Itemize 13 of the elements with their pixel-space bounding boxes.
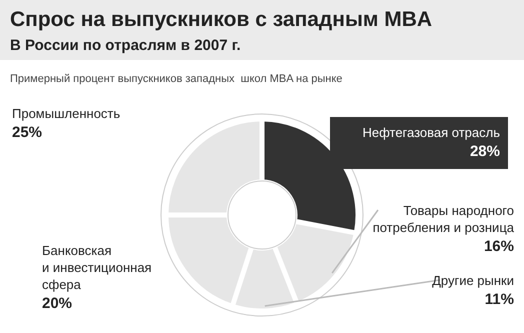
data-label: 28%: [470, 143, 500, 160]
text: Примерный процент выпускников западных школ MBA на рынке: [10, 73, 342, 85]
chart-title: Спрос на выпускников с западным MBA: [10, 8, 432, 31]
data-label: 25%: [12, 124, 42, 141]
data-label: 11%: [484, 291, 514, 308]
slice-label: Другие рынки: [432, 273, 514, 288]
data-label: 16%: [484, 238, 514, 255]
slice-label: Нефтегазовая отрасль: [362, 125, 500, 140]
slice-label: Промышленность: [12, 106, 120, 121]
data-label: 20%: [42, 295, 72, 312]
slice-label: Банковская и инвестиционная сфера: [42, 243, 152, 292]
chart-subtitle: В России по отраслям в 2007 г.: [10, 37, 241, 54]
slice-label: Товары народного потребления и розница: [372, 203, 515, 235]
